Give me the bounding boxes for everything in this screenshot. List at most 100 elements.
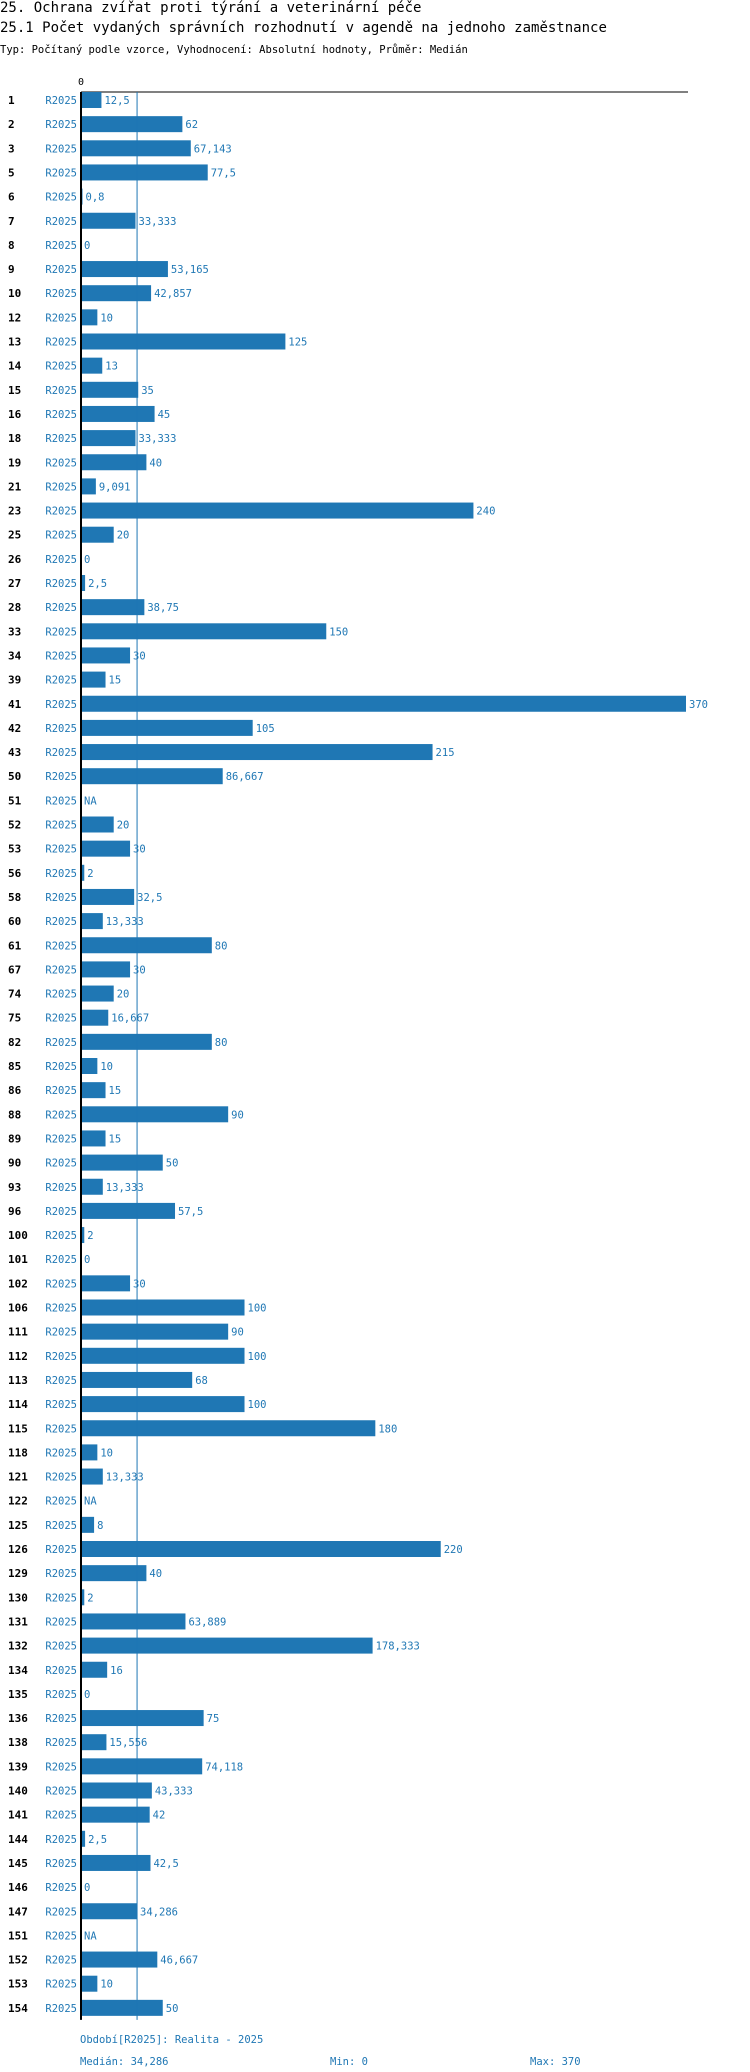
row-id-label: 2: [8, 118, 15, 131]
bar-value-label: 240: [476, 506, 495, 518]
row-period-label: R2025: [45, 1013, 77, 1025]
row-period-label: R2025: [45, 1761, 77, 1773]
row-id-label: 89: [8, 1132, 21, 1145]
bar-value-label: 0,8: [86, 192, 105, 204]
axis-zero-label: 0: [78, 77, 84, 88]
row-id-label: 9: [8, 263, 15, 276]
bar-value-label: 20: [117, 820, 130, 832]
bar: [81, 1541, 441, 1557]
bar-value-label: 68: [195, 1375, 208, 1387]
row-period-label: R2025: [45, 1906, 77, 1918]
row-id-label: 7: [8, 215, 15, 228]
row-period-label: R2025: [45, 433, 77, 445]
bar-value-label: 100: [248, 1399, 267, 1411]
bar-value-label: 16: [110, 1665, 123, 1677]
bar-value-label: 0: [84, 554, 90, 566]
bar: [81, 985, 114, 1002]
row-id-label: 151: [8, 1929, 28, 1942]
bar-value-label: 30: [133, 964, 146, 976]
row-period-label: R2025: [45, 1520, 77, 1532]
bar: [81, 1396, 245, 1413]
bar: [81, 695, 686, 712]
row-id-label: 134: [8, 1664, 28, 1677]
row-period-label: R2025: [45, 457, 77, 469]
row-period-label: R2025: [45, 868, 77, 880]
bar: [81, 1033, 212, 1050]
bar-value-label: 90: [231, 1109, 244, 1121]
bar-value-label: 180: [378, 1423, 397, 1435]
row-id-label: 42: [8, 722, 21, 735]
row-id-label: 145: [8, 1857, 28, 1870]
bar-value-label: 10: [100, 1061, 113, 1073]
row-id-label: 152: [8, 1954, 28, 1967]
row-period-label: R2025: [45, 361, 77, 373]
bar: [81, 92, 102, 108]
row-period-label: R2025: [45, 1810, 77, 1822]
bar: [81, 623, 327, 640]
bar-value-label: 45: [158, 409, 171, 421]
bar: [81, 1782, 152, 1799]
row-id-label: 33: [8, 625, 21, 638]
bar: [81, 405, 155, 422]
row-id-label: 27: [8, 577, 21, 590]
row-id-label: 102: [8, 1277, 28, 1290]
row-id-label: 14: [8, 360, 22, 373]
row-period-label: R2025: [45, 409, 77, 421]
row-period-label: R2025: [45, 699, 77, 711]
bar-value-label: 2: [87, 868, 93, 880]
row-period-label: R2025: [45, 989, 77, 1001]
page-title: 25. Ochrana zvířat proti týrání a veteri…: [0, 0, 422, 16]
row-period-label: R2025: [45, 530, 77, 542]
bar: [81, 1468, 103, 1485]
row-period-label: R2025: [45, 1834, 77, 1846]
row-id-label: 118: [8, 1446, 28, 1459]
bar: [81, 1975, 98, 1992]
bar-value-label: 2: [87, 1230, 93, 1242]
row-id-label: 61: [8, 939, 22, 952]
row-id-label: 8: [8, 239, 15, 252]
row-period-label: R2025: [45, 771, 77, 783]
bar: [81, 381, 139, 398]
row-period-label: R2025: [45, 1930, 77, 1942]
row-id-label: 74: [8, 988, 22, 1001]
bar: [81, 1154, 163, 1171]
row-id-label: 23: [8, 505, 21, 518]
bar: [81, 1613, 186, 1630]
bar-value-label: 63,889: [188, 1616, 226, 1628]
row-id-label: 129: [8, 1567, 28, 1580]
row-id-label: 10: [8, 287, 21, 300]
bar: [81, 1589, 85, 1606]
row-period-label: R2025: [45, 1447, 77, 1459]
row-id-label: 96: [8, 1205, 22, 1218]
row-period-label: R2025: [45, 964, 77, 976]
row-id-label: 19: [8, 456, 21, 469]
row-period-label: R2025: [45, 506, 77, 518]
bar: [81, 1710, 204, 1727]
bar: [81, 1299, 245, 1316]
bar-value-label: 77,5: [211, 167, 236, 179]
bar-value-label: 15: [109, 675, 122, 687]
row-period-label: R2025: [45, 1303, 77, 1315]
row-period-label: R2025: [45, 1327, 77, 1339]
bar-value-label: 16,667: [111, 1013, 149, 1025]
bar-value-label: 220: [444, 1544, 463, 1556]
row-period-label: R2025: [45, 578, 77, 590]
row-period-label: R2025: [45, 95, 77, 107]
bar-value-label: 150: [329, 626, 348, 638]
chart-meta: Typ: Počítaný podle vzorce, Vyhodnocení:…: [0, 44, 468, 56]
bar: [81, 840, 131, 857]
bar-value-label: 178,333: [376, 1641, 420, 1653]
row-id-label: 51: [8, 794, 22, 807]
row-id-label: 125: [8, 1519, 28, 1532]
row-id-label: 154: [8, 2002, 28, 2015]
row-period-label: R2025: [45, 119, 77, 131]
bar: [81, 1082, 106, 1099]
row-id-label: 12: [8, 311, 21, 324]
bar-value-label: 15: [109, 1085, 122, 1097]
row-id-label: 53: [8, 843, 21, 856]
row-id-label: 138: [8, 1736, 28, 1749]
bar: [81, 1058, 98, 1074]
row-id-label: 100: [8, 1229, 28, 1242]
bar-value-label: 9,091: [99, 481, 131, 493]
row-id-label: 140: [8, 1785, 28, 1798]
